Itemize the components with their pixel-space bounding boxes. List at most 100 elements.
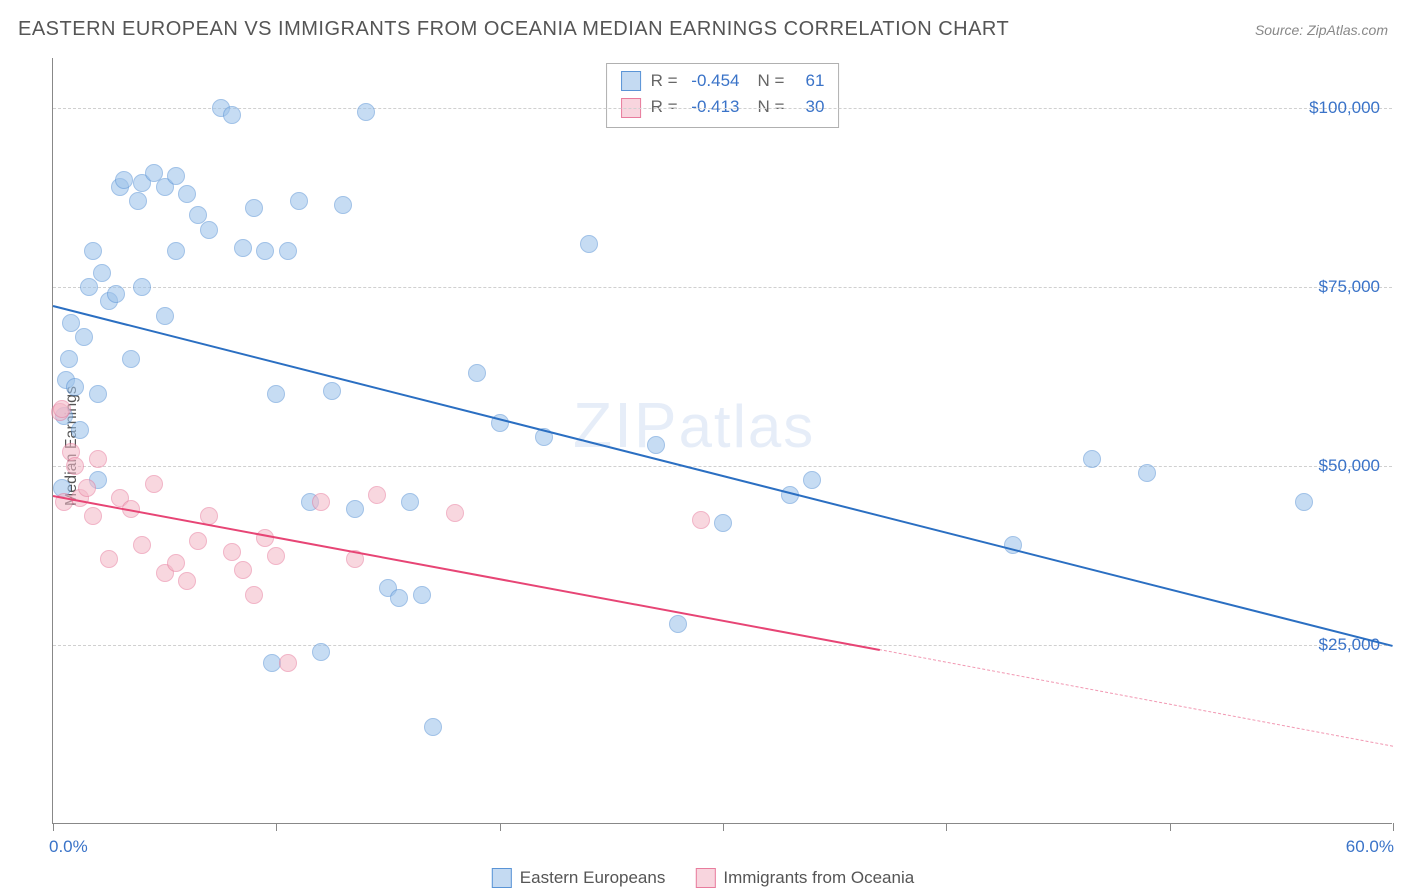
chart-plot-area: ZIPatlas R = -0.454N = 61R = -0.413N = 3… bbox=[52, 58, 1392, 824]
n-label: N = bbox=[758, 68, 785, 94]
scatter-point bbox=[1295, 493, 1313, 511]
scatter-point bbox=[115, 171, 133, 189]
scatter-point bbox=[84, 242, 102, 260]
legend-label: Immigrants from Oceania bbox=[723, 868, 914, 888]
scatter-point bbox=[93, 264, 111, 282]
scatter-point bbox=[200, 221, 218, 239]
scatter-point bbox=[267, 385, 285, 403]
scatter-point bbox=[803, 471, 821, 489]
scatter-point bbox=[62, 314, 80, 332]
scatter-point bbox=[234, 239, 252, 257]
stats-row: R = -0.454 N = 61 bbox=[621, 68, 825, 94]
scatter-point bbox=[580, 235, 598, 253]
scatter-point bbox=[312, 643, 330, 661]
scatter-point bbox=[60, 350, 78, 368]
scatter-point bbox=[334, 196, 352, 214]
scatter-point bbox=[145, 475, 163, 493]
scatter-point bbox=[669, 615, 687, 633]
gridline bbox=[53, 108, 1392, 109]
r-label: R = bbox=[651, 68, 678, 94]
scatter-point bbox=[80, 278, 98, 296]
scatter-point bbox=[71, 421, 89, 439]
scatter-point bbox=[133, 278, 151, 296]
n-value: 61 bbox=[794, 68, 824, 94]
x-tick-mark bbox=[1170, 823, 1171, 831]
scatter-point bbox=[223, 106, 241, 124]
chart-title: EASTERN EUROPEAN VS IMMIGRANTS FROM OCEA… bbox=[18, 18, 1009, 41]
legend-item: Immigrants from Oceania bbox=[695, 868, 914, 888]
x-tick-mark bbox=[500, 823, 501, 831]
scatter-point bbox=[368, 486, 386, 504]
r-value: -0.454 bbox=[688, 68, 740, 94]
scatter-point bbox=[167, 242, 185, 260]
scatter-point bbox=[468, 364, 486, 382]
scatter-point bbox=[167, 167, 185, 185]
x-tick-mark bbox=[53, 823, 54, 831]
series-legend: Eastern Europeans Immigrants from Oceania bbox=[492, 868, 914, 888]
x-tick-mark bbox=[276, 823, 277, 831]
legend-swatch bbox=[695, 868, 715, 888]
trend-line bbox=[53, 495, 880, 651]
x-tick-mark bbox=[946, 823, 947, 831]
scatter-point bbox=[256, 242, 274, 260]
watermark-text: ZIPatlas bbox=[573, 388, 815, 462]
scatter-point bbox=[178, 572, 196, 590]
scatter-point bbox=[78, 479, 96, 497]
legend-label: Eastern Europeans bbox=[520, 868, 666, 888]
scatter-point bbox=[167, 554, 185, 572]
scatter-point bbox=[122, 350, 140, 368]
scatter-point bbox=[346, 500, 364, 518]
scatter-point bbox=[89, 385, 107, 403]
scatter-point bbox=[413, 586, 431, 604]
scatter-point bbox=[424, 718, 442, 736]
scatter-point bbox=[189, 532, 207, 550]
scatter-point bbox=[714, 514, 732, 532]
scatter-point bbox=[390, 589, 408, 607]
y-tick-label: $100,000 bbox=[1309, 98, 1380, 118]
scatter-point bbox=[357, 103, 375, 121]
scatter-point bbox=[75, 328, 93, 346]
scatter-point bbox=[245, 199, 263, 217]
scatter-point bbox=[223, 543, 241, 561]
scatter-point bbox=[66, 378, 84, 396]
scatter-point bbox=[156, 307, 174, 325]
x-tick-mark bbox=[1393, 823, 1394, 831]
scatter-point bbox=[446, 504, 464, 522]
scatter-point bbox=[89, 450, 107, 468]
x-tick-mark bbox=[723, 823, 724, 831]
scatter-point bbox=[647, 436, 665, 454]
scatter-point bbox=[279, 654, 297, 672]
series-swatch bbox=[621, 71, 641, 91]
scatter-point bbox=[129, 192, 147, 210]
scatter-point bbox=[133, 536, 151, 554]
scatter-point bbox=[1138, 464, 1156, 482]
gridline bbox=[53, 466, 1392, 467]
gridline bbox=[53, 287, 1392, 288]
scatter-point bbox=[290, 192, 308, 210]
scatter-point bbox=[267, 547, 285, 565]
y-tick-label: $75,000 bbox=[1319, 277, 1380, 297]
scatter-point bbox=[100, 550, 118, 568]
title-bar: EASTERN EUROPEAN VS IMMIGRANTS FROM OCEA… bbox=[18, 18, 1388, 41]
scatter-point bbox=[692, 511, 710, 529]
legend-swatch bbox=[492, 868, 512, 888]
scatter-point bbox=[245, 586, 263, 604]
scatter-point bbox=[178, 185, 196, 203]
source-label: Source: ZipAtlas.com bbox=[1255, 22, 1388, 38]
x-end-label: 60.0% bbox=[1346, 837, 1394, 857]
scatter-point bbox=[53, 400, 71, 418]
scatter-point bbox=[107, 285, 125, 303]
scatter-point bbox=[279, 242, 297, 260]
scatter-point bbox=[312, 493, 330, 511]
y-tick-label: $25,000 bbox=[1319, 635, 1380, 655]
scatter-point bbox=[323, 382, 341, 400]
trend-line bbox=[879, 649, 1393, 747]
correlation-stats-box: R = -0.454N = 61R = -0.413N = 30 bbox=[606, 63, 840, 128]
legend-item: Eastern Europeans bbox=[492, 868, 666, 888]
scatter-point bbox=[84, 507, 102, 525]
scatter-point bbox=[234, 561, 252, 579]
gridline bbox=[53, 645, 1392, 646]
scatter-point bbox=[401, 493, 419, 511]
y-tick-label: $50,000 bbox=[1319, 456, 1380, 476]
scatter-point bbox=[1083, 450, 1101, 468]
